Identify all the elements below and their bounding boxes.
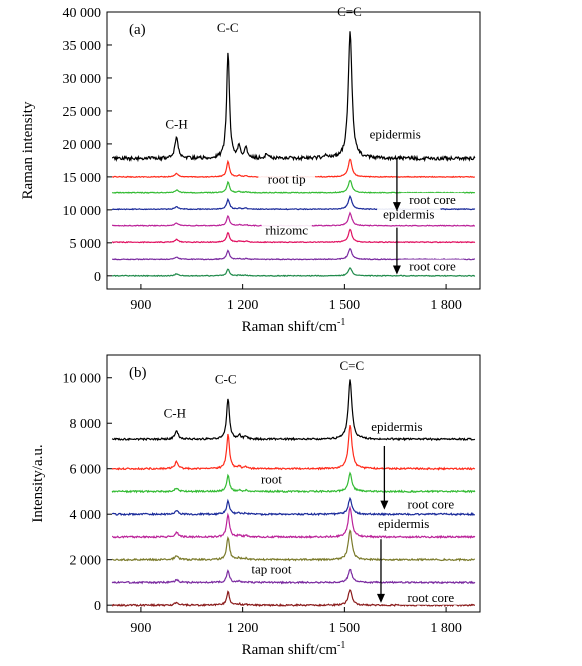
- annotation-label: C=C: [339, 358, 364, 373]
- y-tick-label: 0: [94, 599, 101, 614]
- y-tick-label: 8 000: [70, 417, 102, 432]
- y-tick-label: 15 000: [63, 171, 102, 186]
- annotation-label: C-H: [165, 117, 187, 132]
- x-tick-label: 1 200: [227, 298, 259, 313]
- annotation-label: C=C: [337, 4, 362, 19]
- annotation-backdrop: [400, 192, 465, 207]
- panel-b-chart: 0 2 000 4 000 6 000 8 000 10 000 900 1 200 1 500…: [30, 354, 481, 658]
- spectrum-line: [111, 471, 476, 494]
- panel-label: (a): [129, 22, 146, 38]
- annotation-backdrop: [365, 420, 429, 435]
- x-tick-label: 1 200: [227, 621, 259, 636]
- arrow-head: [392, 265, 401, 275]
- annotation-label: epidermis: [370, 127, 421, 142]
- y-tick-label: 35 000: [63, 39, 102, 54]
- y-tick-label: 6 000: [70, 463, 102, 478]
- y-tick-label: 10 000: [63, 204, 102, 219]
- spectrum-line: [111, 529, 475, 562]
- annotation-label: epidermis: [383, 206, 434, 221]
- y-tick-label: 20 000: [63, 138, 102, 153]
- spectrum-line: [111, 496, 476, 517]
- annotation-backdrop: [377, 207, 441, 222]
- annotation-backdrop: [256, 472, 287, 487]
- annotation-label: C-H: [164, 406, 186, 421]
- annotation-backdrop: [261, 223, 312, 238]
- annotation-label: root core: [409, 259, 456, 274]
- spectrum-line: [111, 568, 476, 585]
- spectrum-line: [111, 379, 476, 442]
- y-tick-label: 25 000: [63, 105, 102, 120]
- plot-frame: [106, 354, 481, 613]
- annotation-backdrop: [372, 516, 436, 531]
- annotation-label: C-C: [215, 371, 237, 386]
- annotation-label: root core: [409, 192, 456, 207]
- x-axis-title: Raman shift/cm-1: [242, 640, 346, 658]
- y-tick-label: 40 000: [63, 6, 102, 21]
- y-axis-title: Intensity/a.u.: [30, 444, 46, 522]
- annotation-label: root core: [408, 497, 455, 512]
- panel-a-chart: 0 5 000 10 000 15 000 20 000 25 000 30 000 35 0…: [20, 4, 481, 335]
- y-tick-label: 30 000: [63, 72, 102, 87]
- annotation-label: root tip: [268, 171, 306, 186]
- x-axis-title: Raman shift/cm-1: [242, 317, 346, 335]
- annotation-backdrop: [399, 590, 463, 605]
- annotation-backdrop: [258, 172, 316, 187]
- arrow-head: [380, 500, 389, 510]
- spectrum-line: [111, 589, 475, 608]
- y-tick-label: 5 000: [70, 237, 102, 252]
- annotation-backdrop: [363, 127, 427, 142]
- x-tick-label: 1 800: [430, 298, 462, 313]
- y-tick-label: 10 000: [63, 372, 102, 387]
- y-axis-title: Raman intensity: [20, 101, 36, 199]
- y-tick-label: 4 000: [70, 508, 102, 523]
- spectrum-line: [111, 179, 476, 194]
- spectrum-line: [111, 267, 476, 278]
- spectrum-line: [111, 247, 475, 261]
- x-tick-label: 900: [130, 298, 151, 313]
- plot-frame: [106, 11, 481, 290]
- spectrum-line: [111, 424, 476, 471]
- annotation-label: epidermis: [371, 419, 422, 434]
- annotation-label: rhizomc: [265, 222, 308, 237]
- panel-label: (b): [129, 365, 147, 381]
- annotation-label: root: [261, 472, 282, 487]
- x-tick-label: 1 800: [430, 621, 462, 636]
- annotation-label: epidermis: [378, 516, 429, 531]
- arrow-head: [376, 593, 385, 603]
- annotation-backdrop: [399, 497, 463, 512]
- annotation-backdrop: [243, 562, 300, 577]
- x-tick-label: 1 500: [329, 298, 361, 313]
- y-tick-label: 0: [94, 270, 101, 285]
- x-tick-label: 900: [130, 621, 151, 636]
- annotation-label: root core: [408, 590, 455, 605]
- spectrum-line: [112, 228, 476, 244]
- annotation-label: tap root: [251, 561, 291, 576]
- annotation-backdrop: [400, 259, 465, 274]
- spectrum-line: [112, 505, 476, 539]
- x-tick-label: 1 500: [329, 621, 361, 636]
- y-tick-label: 2 000: [70, 554, 102, 569]
- spectrum-line: [112, 31, 476, 163]
- arrow-head: [392, 202, 401, 212]
- annotation-label: C-C: [217, 20, 239, 35]
